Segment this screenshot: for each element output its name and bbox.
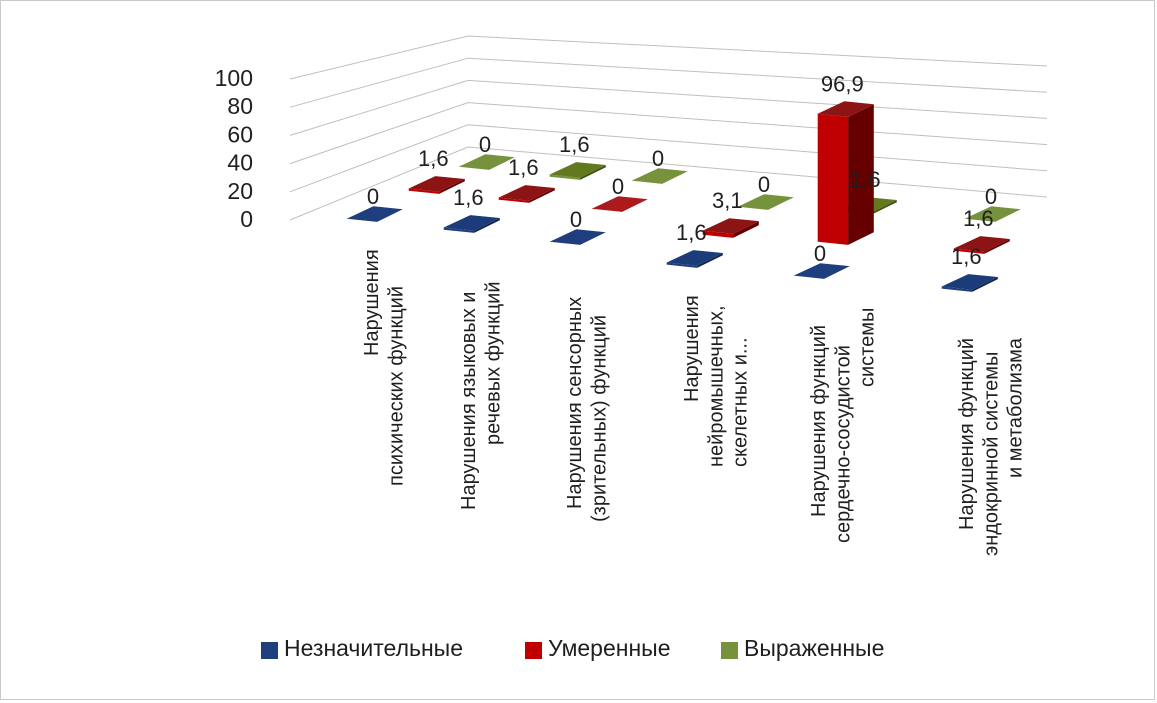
svg-text:1,6: 1,6	[418, 146, 449, 171]
svg-text:нейромышечных,: нейромышечных,	[705, 305, 727, 467]
svg-text:0: 0	[612, 174, 624, 199]
svg-text:1,6: 1,6	[963, 206, 994, 231]
svg-text:1,6: 1,6	[850, 167, 881, 192]
svg-text:1,6: 1,6	[559, 132, 590, 157]
svg-text:Выраженные: Выраженные	[744, 635, 884, 661]
svg-text:Нарушения: Нарушения	[361, 249, 383, 356]
svg-text:эндокринной системы: эндокринной системы	[980, 352, 1002, 556]
svg-text:Нарушения языковых и: Нарушения языковых и	[458, 292, 480, 510]
svg-text:0: 0	[240, 206, 253, 232]
svg-text:Нарушения сенсорных: Нарушения сенсорных	[564, 297, 586, 509]
svg-text:и метаболизма: и метаболизма	[1005, 337, 1027, 478]
svg-text:0: 0	[479, 132, 491, 157]
svg-text:0: 0	[814, 241, 826, 266]
svg-text:96,9: 96,9	[821, 71, 864, 96]
svg-text:1,6: 1,6	[951, 244, 982, 269]
svg-text:100: 100	[215, 65, 253, 91]
svg-text:0: 0	[367, 184, 379, 209]
svg-text:1,6: 1,6	[508, 155, 539, 180]
svg-text:Умеренные: Умеренные	[548, 635, 671, 661]
svg-text:40: 40	[227, 150, 253, 176]
svg-text:1,6: 1,6	[676, 220, 707, 245]
svg-text:20: 20	[227, 178, 253, 204]
svg-text:0: 0	[758, 172, 770, 197]
svg-text:60: 60	[227, 121, 253, 147]
svg-text:Нарушения функций: Нарушения функций	[808, 325, 830, 517]
svg-text:0: 0	[570, 207, 582, 232]
svg-text:речевых функций: речевых функций	[482, 281, 504, 445]
svg-text:1,6: 1,6	[453, 185, 484, 210]
svg-text:Незначительные: Незначительные	[284, 635, 463, 661]
svg-text:скелетных и...: скелетных и...	[730, 337, 752, 467]
svg-text:Нарушения функций: Нарушения функций	[956, 338, 978, 530]
svg-text:сердечно-сосудистой: сердечно-сосудистой	[832, 345, 854, 543]
svg-text:системы: системы	[857, 308, 879, 387]
svg-text:0: 0	[652, 146, 664, 171]
svg-text:Нарушения: Нарушения	[681, 295, 703, 402]
svg-text:3,1: 3,1	[712, 188, 743, 213]
svg-text:психических функций: психических функций	[385, 286, 407, 486]
svg-text:80: 80	[227, 93, 253, 119]
svg-text:(зрительных) функций: (зрительных) функций	[588, 315, 610, 522]
